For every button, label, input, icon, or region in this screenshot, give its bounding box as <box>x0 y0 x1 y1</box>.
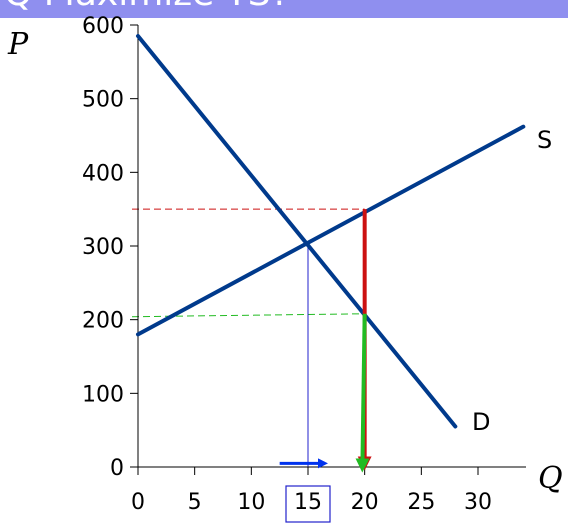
demand-label: D <box>472 408 490 436</box>
demand-curve <box>136 34 458 429</box>
y-tick-label-100: 100 <box>82 382 124 407</box>
y-tick-label-200: 200 <box>82 309 124 334</box>
x-tick-label-15: 15 <box>294 490 322 515</box>
x-tick-label-30: 30 <box>464 490 492 515</box>
guide-lines <box>131 208 365 467</box>
x-tick-label-25: 25 <box>407 490 435 515</box>
y-axis-title: P <box>7 27 29 62</box>
x-tick-label-0: 0 <box>131 490 145 515</box>
y-tick-label-600: 600 <box>82 14 124 39</box>
y-tick-label-300: 300 <box>82 235 124 260</box>
y-tick-label-0: 0 <box>110 456 124 481</box>
price-guide-demand <box>131 313 365 318</box>
x-tick-label-10: 10 <box>237 490 265 515</box>
demand-price-drop-arrow <box>355 313 370 473</box>
slide-title-bar: Q Maximize TS? <box>0 0 568 18</box>
slide-title: Q Maximize TS? <box>4 0 290 16</box>
x-tick-label-20: 20 <box>351 490 379 515</box>
x-tick-label-5: 5 <box>188 490 202 515</box>
labels: P Q <box>7 27 563 496</box>
highlighted-tick-box <box>285 485 331 523</box>
y-tick-label-400: 400 <box>82 161 124 186</box>
y-tick-label-500: 500 <box>82 88 124 113</box>
arrows <box>279 209 372 473</box>
curves: SD <box>136 34 552 436</box>
x-axis-title: Q <box>538 461 563 496</box>
axes <box>137 25 526 468</box>
supply-label: S <box>537 126 552 154</box>
tick-marks: 0 100 200 300 400 500 600 0 5 10 15 20 25 30 <box>82 14 492 523</box>
supply-curve <box>136 124 526 337</box>
